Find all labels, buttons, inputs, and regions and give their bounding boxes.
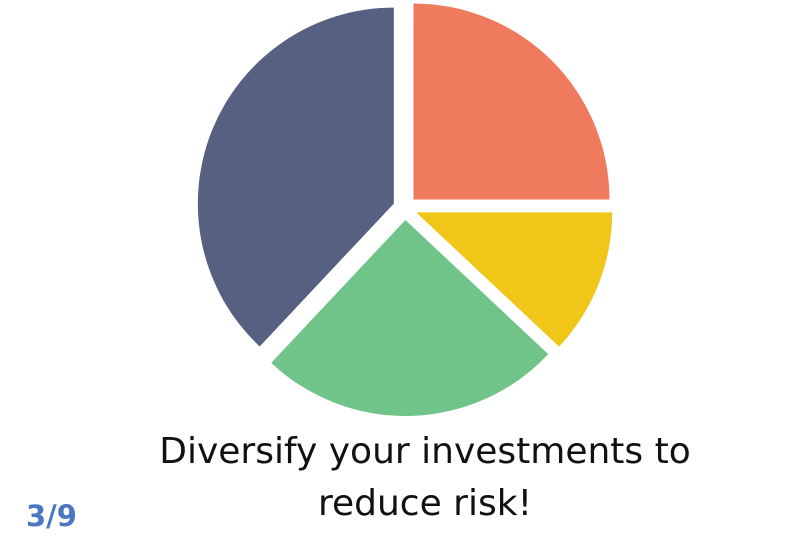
pie-slice-4 xyxy=(197,7,394,347)
pie-slice-2 xyxy=(416,212,613,347)
page-counter: 3/9 xyxy=(26,499,77,533)
caption-line-1: Diversify your investments to xyxy=(159,431,691,472)
slide-caption: Diversify your investments to reduce ris… xyxy=(90,426,760,530)
pie-chart xyxy=(197,3,613,416)
pie-slice-3 xyxy=(271,219,549,416)
pie-slice-1 xyxy=(413,3,610,200)
caption-line-2: reduce risk! xyxy=(317,483,533,524)
